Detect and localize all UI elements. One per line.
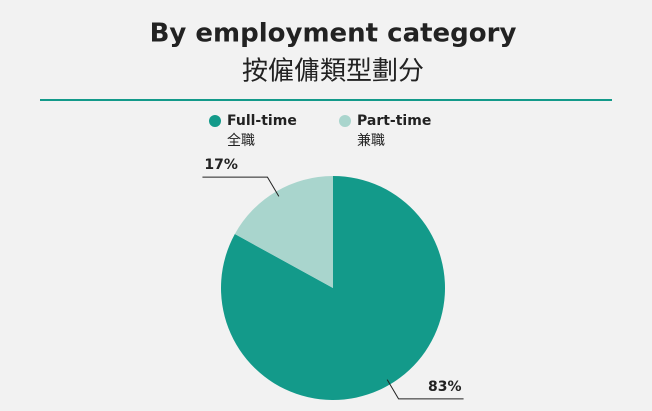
data-label: 83%	[428, 379, 462, 395]
legend-label: Part-time	[357, 113, 431, 129]
legend-sublabel: 全職	[227, 132, 255, 149]
pie-slice	[220, 176, 445, 401]
legend-swatch	[209, 115, 221, 127]
leader-line	[386, 379, 464, 400]
pie-slice	[234, 176, 333, 288]
leader-line	[202, 176, 280, 197]
legend-sublabel: 兼職	[357, 133, 385, 149]
legend-label: Full-time	[227, 113, 297, 129]
chart-subtitle: 按僱傭類型劃分	[242, 57, 424, 87]
legend-swatch	[339, 115, 351, 127]
data-label: 17%	[204, 157, 238, 173]
chart-title: By employment category	[150, 19, 517, 49]
